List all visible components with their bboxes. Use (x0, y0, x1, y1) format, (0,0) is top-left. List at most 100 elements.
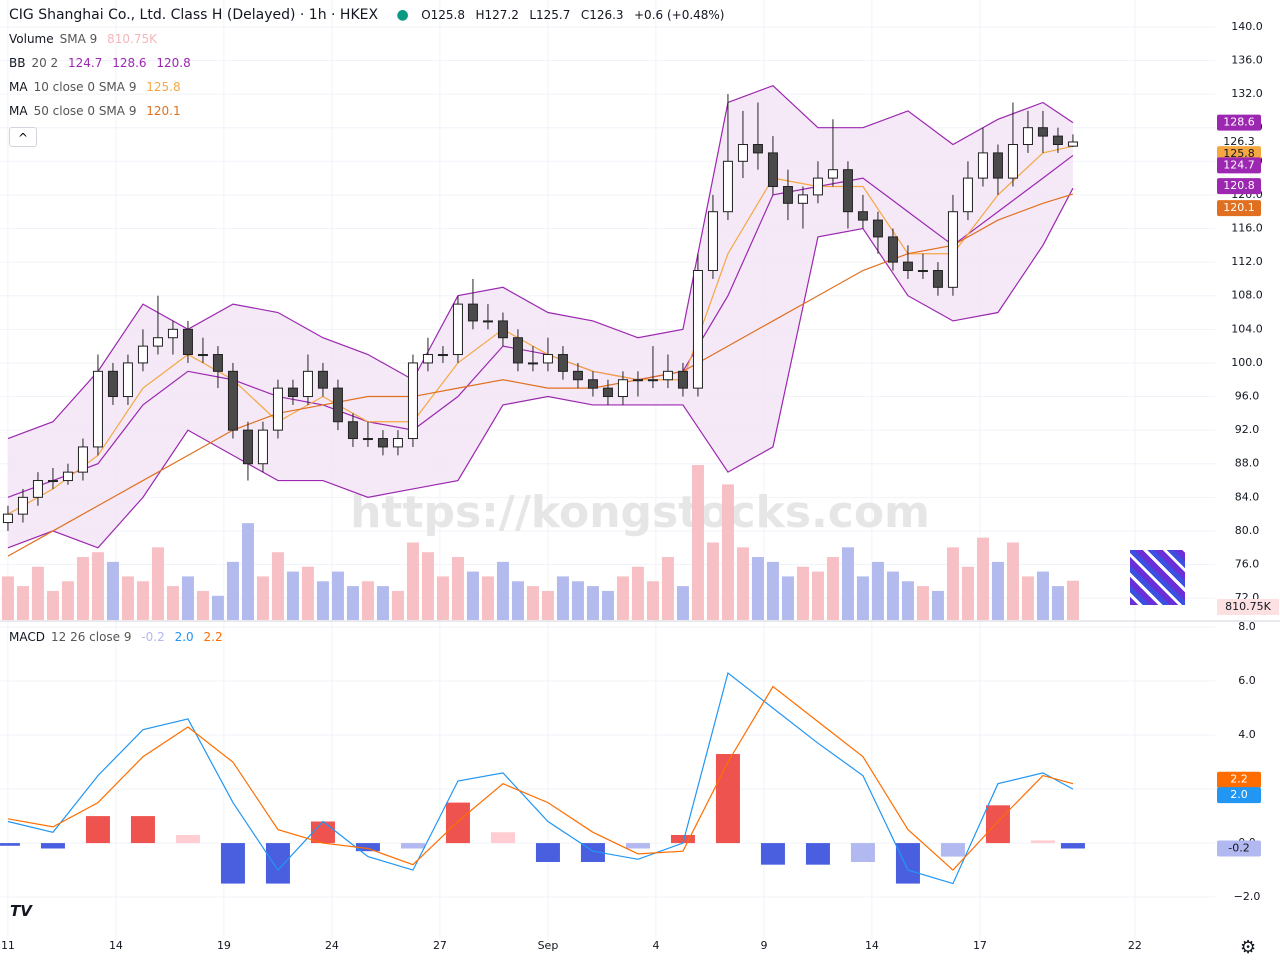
legend-params: SMA 9 (59, 32, 98, 46)
macd-histogram-bar (625, 843, 650, 849)
candle-body (437, 354, 448, 357)
volume-bar (796, 566, 809, 620)
candle-body (542, 354, 553, 364)
candle-body (527, 362, 538, 365)
candle-body (737, 143, 748, 162)
watermark: https://kongstocks.com (350, 487, 930, 538)
macd-histogram-bar (490, 832, 515, 844)
settings-icon[interactable]: ⚙ (1240, 937, 1257, 958)
candle-body (587, 379, 598, 389)
volume-bar (556, 576, 569, 620)
price-badge (1217, 787, 1261, 804)
macd-histogram-bar (1030, 840, 1055, 844)
y-tick-label: 116.0 (1231, 222, 1263, 235)
candle-body (17, 496, 28, 515)
y-tick-label: 136.0 (1231, 53, 1263, 66)
volume-bar (541, 590, 554, 620)
volume-bar (166, 586, 179, 620)
price-badge (1217, 200, 1261, 217)
volume-bar (766, 561, 779, 620)
volume-bar (526, 586, 539, 620)
macd-histogram-bar (535, 843, 560, 862)
volume-bar (331, 571, 344, 620)
volume-bar (976, 537, 989, 620)
volume-bar (391, 590, 404, 620)
macd-histogram-bar (265, 843, 290, 884)
candle-body (137, 345, 148, 364)
candle-body (902, 261, 913, 272)
collapse-button[interactable]: ^ (9, 127, 37, 147)
candle-body (752, 143, 763, 154)
candle-body (947, 211, 958, 288)
candle-body (1007, 143, 1018, 179)
legend-value: 2.2 (203, 630, 223, 644)
macd-histogram-bar (940, 843, 965, 857)
legend-bb[interactable]: BB 20 2 124.7 128.6 120.8 (9, 56, 197, 70)
legend-volume[interactable]: Volume SMA 9 810.75K (9, 32, 163, 46)
candle-body (257, 429, 268, 465)
candle-body (602, 387, 613, 398)
candle-body (1037, 127, 1048, 137)
legend-macd[interactable]: MACD 12 26 close 9 -0.2 2.0 2.2 (9, 630, 229, 644)
x-tick-label: 17 (973, 939, 987, 952)
volume-bar (856, 576, 869, 620)
legend-ma10[interactable]: MA 10 close 0 SMA 9 125.8 (9, 80, 187, 94)
legend-params: 20 2 (31, 56, 59, 70)
macd-histogram-bar (760, 843, 785, 865)
volume-bar (481, 576, 494, 620)
y-tick-label: −2.0 (1234, 890, 1261, 903)
legend-name: Volume (9, 32, 54, 46)
macd-histogram-bar (220, 843, 245, 884)
volume-bar (1066, 580, 1079, 620)
volume-bar (826, 557, 839, 620)
legend-ma50[interactable]: MA 50 close 0 SMA 9 120.1 (9, 104, 187, 118)
candle-body (812, 177, 823, 196)
candle-body (77, 446, 88, 473)
candle-body (1052, 135, 1063, 145)
bb-fill (7, 85, 1073, 548)
volume-bar (691, 465, 704, 620)
candle-body (287, 387, 298, 398)
candle-body (572, 370, 583, 381)
volume-bar (436, 576, 449, 620)
candle-body (512, 337, 523, 364)
y-tick-label: 76.0 (1235, 558, 1260, 571)
y-tick-label: 4.0 (1238, 728, 1256, 741)
volume-bar (121, 576, 134, 620)
candle-body (167, 328, 178, 339)
volume-bar (736, 547, 749, 620)
y-tick-label: 92.0 (1235, 423, 1260, 436)
candle-body (917, 270, 928, 273)
volume-bar (991, 561, 1004, 620)
volume-bar (1036, 571, 1049, 620)
candle-body (107, 370, 118, 398)
x-tick-label: 22 (1128, 939, 1142, 952)
volume-bar (361, 581, 374, 620)
volume-bar (1006, 542, 1019, 620)
x-tick-label: 11 (1, 939, 15, 952)
x-tick-label: 24 (325, 939, 339, 952)
volume-bar (136, 581, 149, 620)
candle-body (617, 379, 628, 398)
candle-body (647, 379, 658, 382)
volume-bar (286, 571, 299, 620)
price-badge-label: 124.7 (1223, 158, 1255, 171)
volume-bar (106, 561, 119, 620)
symbol-title[interactable]: CIG Shanghai Co., Ltd. Class H (Delayed)… (9, 7, 379, 23)
macd-histogram-bar (40, 843, 65, 849)
volume-bar (46, 590, 59, 620)
legend-value: -0.2 (141, 630, 165, 644)
price-badge-label: 120.1 (1223, 201, 1255, 214)
macd-histogram-bar (1060, 843, 1085, 849)
tv-logo[interactable]: 𝙏𝙑 (10, 902, 32, 920)
volume-bar (931, 590, 944, 620)
ohlc-close: C126.3 (580, 8, 624, 22)
volume-bar (811, 571, 824, 620)
volume-bar (31, 566, 44, 620)
price-badge-label: 120.8 (1223, 179, 1255, 192)
x-tick-label: 4 (652, 939, 659, 952)
volume-bar (466, 571, 479, 620)
candle-body (782, 186, 793, 204)
